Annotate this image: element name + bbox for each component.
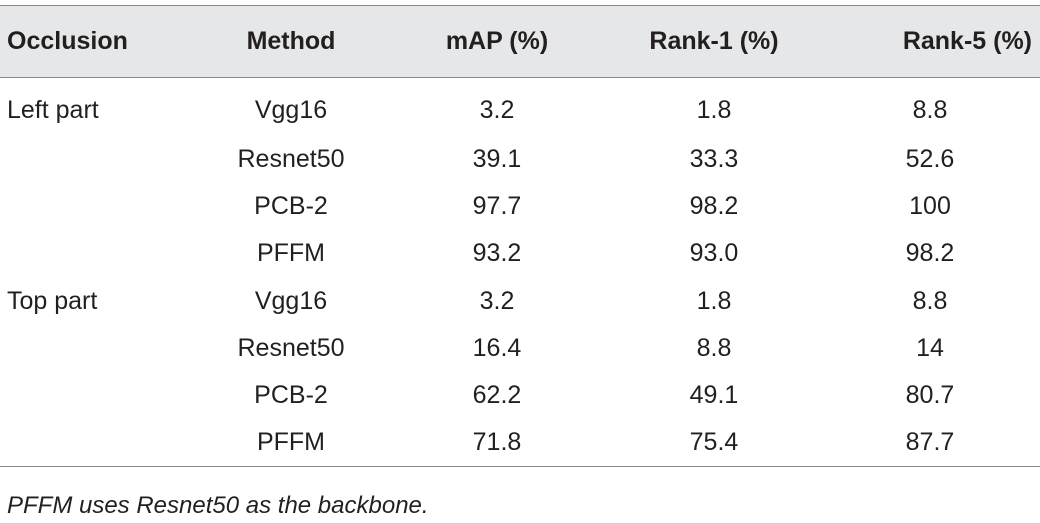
- cell-rank5: 87.7: [905, 428, 955, 457]
- cell-rank1: 49.1: [689, 381, 739, 410]
- cell-method: PCB-2: [254, 191, 328, 220]
- cell-method: Resnet50: [237, 333, 345, 362]
- header-occlusion: Occlusion: [7, 27, 128, 55]
- table-row: Resnet50 39.1 33.3 52.6: [0, 136, 1040, 183]
- cell-map: 39.1: [472, 144, 522, 173]
- cell-rank1: 75.4: [689, 428, 739, 457]
- header-rank5: Rank-5 (%): [902, 27, 1032, 55]
- cell-rank1: 8.8: [696, 333, 732, 362]
- table-row: Left part Vgg16 3.2 1.8 8.8: [0, 78, 1040, 136]
- cell-rank5: 8.8: [912, 286, 948, 315]
- cell-rank1: 1.8: [696, 286, 732, 315]
- header-map: mAP (%): [445, 27, 549, 55]
- cell-map: 71.8: [472, 428, 522, 457]
- table-footnote: PFFM uses Resnet50 as the backbone.: [7, 492, 429, 519]
- cell-map: 16.4: [472, 333, 522, 362]
- header-row: Occlusion Method mAP (%) Rank-1 (%) Rank…: [0, 5, 1040, 78]
- cell-rank1: 33.3: [689, 144, 739, 173]
- cell-map: 97.7: [472, 191, 522, 220]
- cell-occlusion: [0, 136, 196, 183]
- cell-rank5: 80.7: [905, 381, 955, 410]
- header-method: Method: [246, 27, 336, 55]
- cell-rank5: 52.6: [905, 144, 955, 173]
- table-row: Top part Vgg16 3.2 1.8 8.8: [0, 277, 1040, 324]
- table-row: PCB-2 62.2 49.1 80.7: [0, 372, 1040, 419]
- table-body: Left part Vgg16 3.2 1.8 8.8 Resnet50 39.…: [0, 78, 1040, 467]
- cell-method: Vgg16: [254, 96, 328, 125]
- table-row: PFFM 71.8 75.4 87.7: [0, 419, 1040, 467]
- cell-map: 3.2: [479, 96, 515, 125]
- cell-rank1: 98.2: [689, 191, 739, 220]
- cell-method: Resnet50: [237, 144, 345, 173]
- cell-rank5: 98.2: [905, 239, 955, 268]
- cell-occlusion: Top part: [7, 286, 98, 315]
- cell-method: PFFM: [256, 239, 326, 268]
- table-row: PCB-2 97.7 98.2 100: [0, 183, 1040, 230]
- cell-occlusion: [0, 230, 196, 277]
- cell-rank1: 1.8: [696, 96, 732, 125]
- cell-method: PCB-2: [254, 381, 328, 410]
- table-row: PFFM 93.2 93.0 98.2: [0, 230, 1040, 277]
- cell-occlusion: Left part: [7, 96, 99, 125]
- cell-rank5: 8.8: [912, 96, 948, 125]
- header-rank1: Rank-1 (%): [649, 27, 779, 55]
- cell-occlusion: [0, 419, 196, 466]
- cell-method: Vgg16: [254, 286, 328, 315]
- cell-map: 93.2: [472, 239, 522, 268]
- cell-rank5: 100: [909, 191, 951, 220]
- results-table: Occlusion Method mAP (%) Rank-1 (%) Rank…: [0, 5, 1040, 467]
- cell-map: 3.2: [479, 286, 515, 315]
- cell-occlusion: [0, 325, 196, 372]
- cell-method: PFFM: [256, 428, 326, 457]
- cell-map: 62.2: [472, 381, 522, 410]
- cell-rank1: 93.0: [689, 239, 739, 268]
- cell-occlusion: [0, 183, 196, 230]
- cell-rank5: 14: [916, 333, 944, 362]
- table-header: Occlusion Method mAP (%) Rank-1 (%) Rank…: [0, 5, 1040, 78]
- table-row: Resnet50 16.4 8.8 14: [0, 325, 1040, 372]
- cell-occlusion: [0, 372, 196, 419]
